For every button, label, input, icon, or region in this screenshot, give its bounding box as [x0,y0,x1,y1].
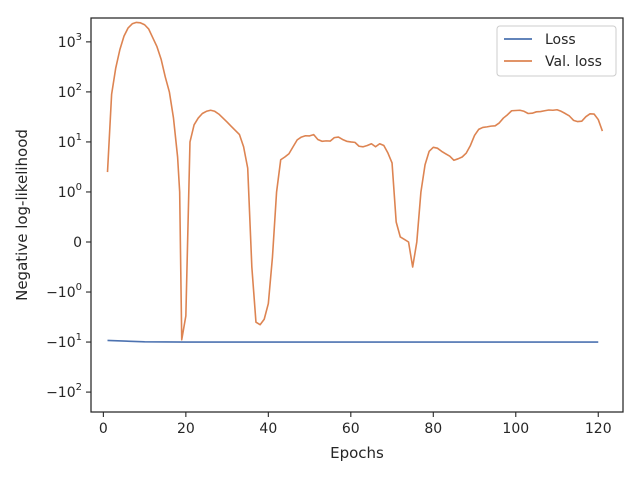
y-tick-label: 0 [73,235,82,251]
x-tick-label: 60 [342,421,360,437]
x-axis-ticks: 0 20 40 60 80 100 120 [99,412,612,437]
x-tick-label: 0 [99,421,108,437]
series-layer [106,21,604,343]
x-axis-label: Epochs [330,444,384,462]
legend-label-loss: Loss [545,32,576,48]
plot-frame [90,17,624,413]
x-tick-label: 120 [585,421,612,437]
series-line-val-loss [106,21,604,341]
y-tick-label: 101 [58,132,82,151]
y-tick-label: 102 [58,82,82,101]
y-axis-label: Negative log-likelihood [13,129,31,301]
series-line-loss [107,339,599,343]
x-tick-label: 20 [177,421,195,437]
y-axis-ticks: 103 102 101 100 0 −100 −101 −102 [46,32,91,401]
legend-label-val-loss: Val. loss [545,54,602,70]
y-tick-label: −100 [46,282,82,301]
plot-area [91,18,623,412]
x-tick-label: 100 [502,421,529,437]
y-tick-label: 100 [58,182,82,201]
y-tick-label: 103 [58,32,82,51]
x-tick-label: 80 [424,421,442,437]
x-tick-label: 40 [259,421,277,437]
legend: Loss Val. loss [496,25,617,77]
y-tick-label: −101 [46,332,82,351]
y-tick-label: −102 [46,382,82,401]
